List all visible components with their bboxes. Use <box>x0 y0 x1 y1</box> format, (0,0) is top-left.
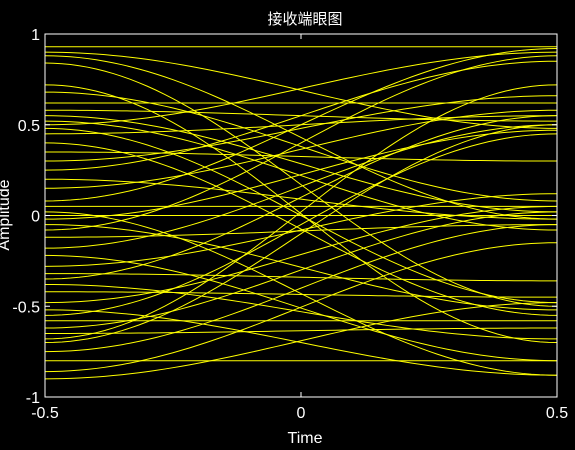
chart-title: 接收端眼图 <box>267 11 342 28</box>
eye-trace-30 <box>44 309 558 376</box>
y-axis-label: Amplitude <box>0 179 13 250</box>
eye-trace-31 <box>44 133 558 316</box>
eye-trace-22 <box>44 55 558 231</box>
eye-trace-14 <box>44 60 558 171</box>
eye-trace-20 <box>44 129 558 220</box>
eye-trace-33 <box>44 211 558 329</box>
eye-trace-17 <box>44 48 558 202</box>
eye-trace-46 <box>44 283 558 340</box>
eye-trace-36 <box>44 224 558 353</box>
eye-trace-11 <box>44 120 558 231</box>
y-tick-label: 0.5 <box>18 118 40 135</box>
eye-trace-24 <box>44 124 558 249</box>
x-tick-label: -0.5 <box>31 405 59 422</box>
y-tick-label: 0 <box>31 209 40 226</box>
eye-trace-7 <box>44 51 558 126</box>
eye-trace-9 <box>44 91 558 202</box>
eye-trace-3 <box>44 51 558 129</box>
eye-trace-29 <box>44 205 558 304</box>
eye-trace-15 <box>44 178 558 220</box>
eye-trace-2 <box>44 55 558 220</box>
eye-trace-23 <box>44 224 557 238</box>
x-axis-label: Time <box>288 430 323 447</box>
eye-trace-19 <box>44 211 558 376</box>
y-tick-label: 1 <box>31 27 40 44</box>
x-tick-label: 0 <box>297 405 306 422</box>
eye-trace-34 <box>44 327 557 334</box>
eye-trace-6 <box>44 115 558 213</box>
eye-trace-44 <box>44 84 558 340</box>
eye-trace-41 <box>45 273 557 282</box>
eye-trace-45 <box>44 95 558 162</box>
eye-trace-28 <box>45 291 558 298</box>
eye-trace-38 <box>44 242 558 373</box>
eye-trace-4 <box>44 62 558 307</box>
x-tick-label: 0.5 <box>546 405 568 422</box>
eye-trace-35 <box>44 124 558 344</box>
eye-trace-16 <box>44 109 558 189</box>
eye-trace-21 <box>44 224 558 311</box>
eye-trace-40 <box>44 151 558 162</box>
eye-trace-26 <box>44 193 558 267</box>
x-axis-ticks: -0.5 0 0.5 <box>31 34 568 422</box>
y-tick-label: -0.5 <box>12 299 40 316</box>
eye-trace-25 <box>44 254 558 362</box>
eye-trace-43 <box>44 84 558 344</box>
eye-trace-39 <box>44 302 558 380</box>
y-axis-ticks: -1 -0.5 0 0.5 1 <box>12 27 557 407</box>
eye-trace-27 <box>44 115 558 280</box>
eye-traces <box>44 46 558 380</box>
y-tick-label: -1 <box>26 390 40 407</box>
